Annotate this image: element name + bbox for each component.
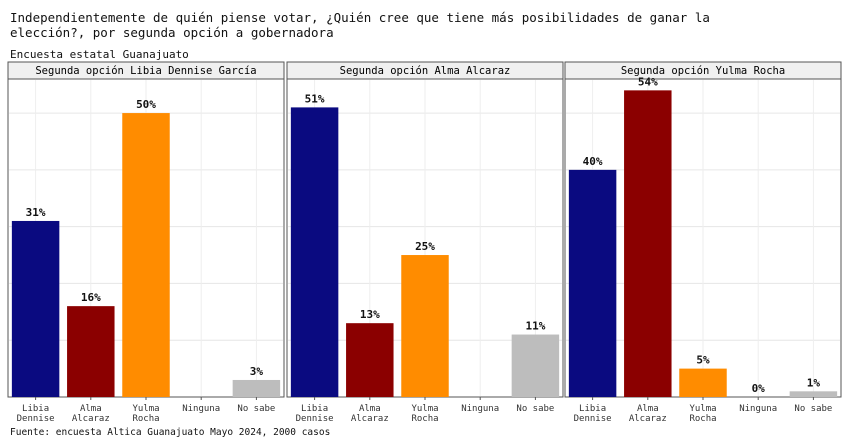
x-tick-label: Libia Dennise <box>296 404 334 424</box>
data-label: 50% <box>136 98 156 111</box>
x-tick-label-line: Dennise <box>17 414 55 424</box>
x-tick-label-line: Ninguna <box>461 404 499 414</box>
x-tick-label-line: No sabe <box>516 404 554 414</box>
x-tick-label: Alma Alcaraz <box>351 404 389 424</box>
x-tick-label-line: Yulma <box>132 404 159 414</box>
x-tick-label: No sabe <box>237 404 275 414</box>
chart-panel-2: Segunda opción Alma Alcaraz 51% Libia Denni… <box>286 61 564 424</box>
data-label: 3% <box>250 365 264 378</box>
bar <box>290 107 339 398</box>
panel-strip <box>7 61 285 80</box>
x-tick-label-line: Alcaraz <box>72 414 110 424</box>
x-tick-label-line: No sabe <box>794 404 832 414</box>
x-tick-label-line: Alma <box>637 404 659 414</box>
chart-caption: Fuente: encuesta Altica Guanajuato Mayo … <box>10 427 331 438</box>
bar <box>401 255 449 397</box>
data-label: 16% <box>81 291 101 304</box>
x-tick-label-line: Alma <box>80 404 102 414</box>
x-tick-label: Ninguna <box>182 404 220 414</box>
x-tick-label-line: Dennise <box>574 414 612 424</box>
chart-panel-3: Segunda opción Yulma Rocha 40% Libia Dennis… <box>564 61 842 424</box>
chart-panel-1: Segunda opción Libia Dennise García 31% Li… <box>7 61 285 424</box>
bar <box>122 113 170 398</box>
data-label: 51% <box>305 92 325 105</box>
bar <box>346 323 394 397</box>
data-label: 25% <box>415 240 435 253</box>
x-tick-label-line: Alcaraz <box>629 414 667 424</box>
x-tick-label-line: No sabe <box>237 404 275 414</box>
x-tick-label: No sabe <box>516 404 554 414</box>
bar <box>789 391 838 397</box>
bar <box>568 169 617 397</box>
x-tick-label-line: Alma <box>359 404 381 414</box>
data-label: 31% <box>26 206 46 219</box>
data-label: 5% <box>696 354 710 367</box>
bar <box>232 379 281 397</box>
data-label: 54% <box>638 75 658 88</box>
x-tick-label: Alma Alcaraz <box>72 404 110 424</box>
panel-title: Segunda opción Libia Dennise García <box>35 65 256 77</box>
chart-subtitle: Encuesta estatal Guanajuato <box>10 48 189 61</box>
x-tick-label: Libia Dennise <box>574 404 612 424</box>
chart-title: Independientemente de quién piense votar… <box>10 10 710 40</box>
panel-strip <box>286 61 564 80</box>
x-tick-label: No sabe <box>794 404 832 414</box>
x-tick-label-line: Alcaraz <box>351 414 389 424</box>
x-tick-label-line: Rocha <box>411 414 438 424</box>
panel-title: Segunda opción Yulma Rocha <box>621 65 785 77</box>
x-tick-label-line: Libia <box>301 404 328 414</box>
data-label: 1% <box>807 376 821 389</box>
x-tick-label-line: Dennise <box>296 414 334 424</box>
panel-strip <box>564 61 842 80</box>
x-tick-label-line: Rocha <box>132 414 159 424</box>
data-label: 11% <box>525 320 545 333</box>
data-label: 40% <box>583 155 603 168</box>
x-tick-label-line: Libia <box>579 404 606 414</box>
bar <box>11 220 60 397</box>
x-tick-label: Alma Alcaraz <box>629 404 667 424</box>
x-tick-label-line: Ninguna <box>739 404 777 414</box>
data-label: 13% <box>360 308 380 321</box>
x-tick-label: Ninguna <box>461 404 499 414</box>
panel-title: Segunda opción Alma Alcaraz <box>340 65 511 77</box>
bar <box>67 306 115 397</box>
x-tick-label: Libia Dennise <box>17 404 55 424</box>
x-tick-label-line: Yulma <box>411 404 438 414</box>
bar <box>624 90 672 397</box>
x-tick-label: Yulma Rocha <box>411 404 438 424</box>
x-tick-label: Yulma Rocha <box>132 404 159 424</box>
x-tick-label-line: Libia <box>22 404 49 414</box>
x-tick-label-line: Yulma <box>689 404 716 414</box>
x-tick-label-line: Rocha <box>689 414 716 424</box>
bar <box>511 334 560 397</box>
x-tick-label: Yulma Rocha <box>689 404 716 424</box>
bar <box>679 368 727 397</box>
x-tick-label-line: Ninguna <box>182 404 220 414</box>
x-tick-label: Ninguna <box>739 404 777 414</box>
data-label: 0% <box>752 382 766 395</box>
